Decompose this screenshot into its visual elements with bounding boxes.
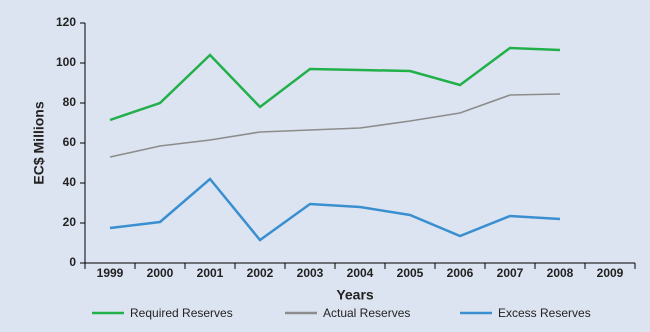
x-tick-label: 2009 <box>597 266 624 280</box>
series-line <box>109 93 561 158</box>
series-line <box>109 177 561 242</box>
y-tick-label: 100 <box>56 55 76 69</box>
y-tick-label: 60 <box>63 135 77 149</box>
x-tick-label: 2002 <box>247 266 274 280</box>
y-tick-label: 80 <box>63 95 77 109</box>
x-tick-label: 2001 <box>197 266 224 280</box>
legend-label: Actual Reserves <box>323 306 410 320</box>
x-tick-label: 1999 <box>97 266 124 280</box>
x-tick-label: 2006 <box>447 266 474 280</box>
x-tick-label: 2000 <box>147 266 174 280</box>
x-tick-label: 2008 <box>547 266 574 280</box>
x-tick-label: 2005 <box>397 266 424 280</box>
x-tick-label: 2007 <box>497 266 524 280</box>
y-axis-title: EC$ Millions <box>31 101 47 184</box>
series-line <box>109 46 561 122</box>
y-tick-label: 20 <box>63 215 77 229</box>
x-tick-label: 2003 <box>297 266 324 280</box>
x-axis-title: Years <box>336 287 374 303</box>
x-tick-label: 2004 <box>347 266 374 280</box>
y-tick-label: 40 <box>63 175 77 189</box>
legend-label: Required Reserves <box>130 306 233 320</box>
y-tick-label: 0 <box>69 255 76 269</box>
legend-label: Excess Reserves <box>498 306 591 320</box>
y-tick-label: 120 <box>56 15 76 29</box>
